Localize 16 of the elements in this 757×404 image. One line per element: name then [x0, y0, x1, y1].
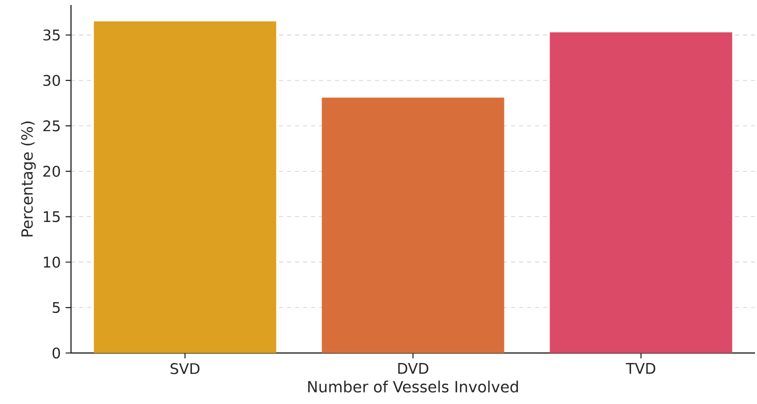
x-tick-label: SVD: [170, 363, 200, 374]
y-tick-label: 20: [43, 166, 60, 177]
y-tick-label: 25: [43, 120, 60, 132]
y-tick-label: 0: [52, 347, 60, 359]
y-tick-label: 35: [43, 29, 60, 41]
y-axis-title: Percentage (%): [20, 122, 36, 236]
x-tick-label: TVD: [626, 363, 656, 374]
y-tick-label: 5: [52, 302, 60, 314]
bar: [322, 98, 504, 353]
y-tick-label: 10: [44, 256, 60, 268]
x-tick-label: DVD: [398, 363, 428, 374]
bar: [94, 21, 276, 353]
y-tick-label: 30: [43, 74, 60, 86]
x-axis-title: Number of Vessels Involved: [308, 380, 518, 392]
y-tick-label: 15: [44, 211, 60, 222]
bar: [550, 32, 732, 353]
